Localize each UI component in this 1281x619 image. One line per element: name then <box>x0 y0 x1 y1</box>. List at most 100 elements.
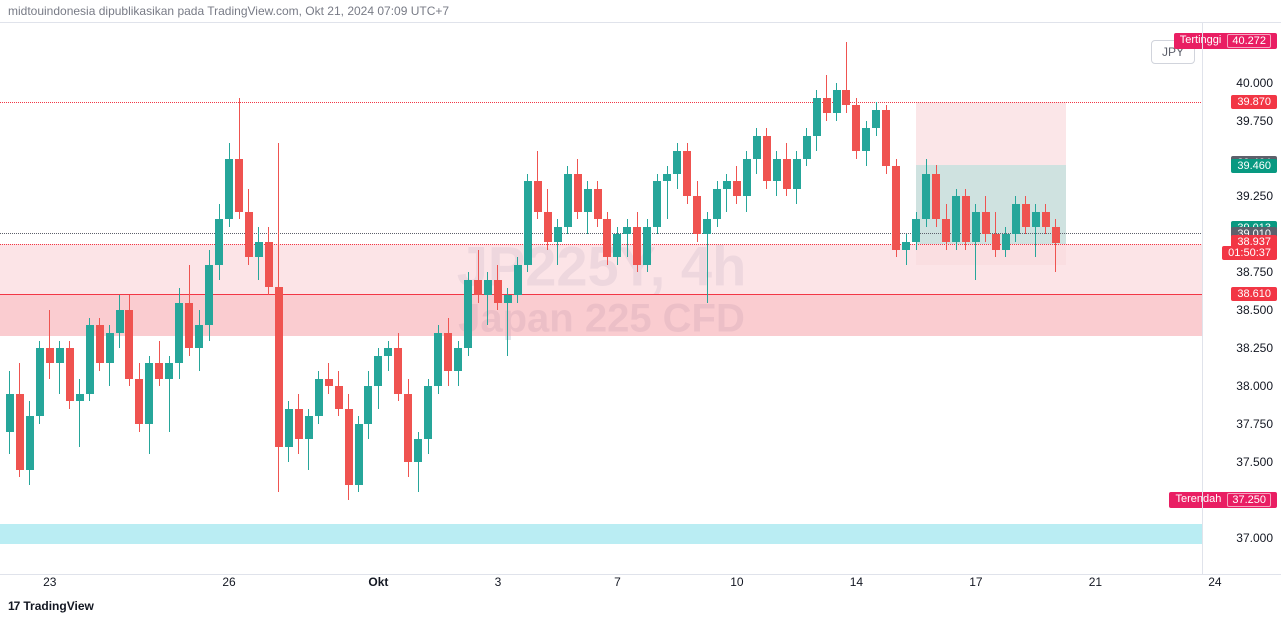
price-axis[interactable]: 37.00037.25037.50037.75038.00038.25038.5… <box>1203 22 1281 575</box>
y-tick: 37.500 <box>1236 455 1273 469</box>
y-tick: 37.750 <box>1236 417 1273 431</box>
y-tick: 39.250 <box>1236 189 1273 203</box>
x-tick: 7 <box>614 575 621 589</box>
candle <box>992 212 1000 258</box>
axis-tag: 01:50:37 <box>1222 246 1277 260</box>
axis-tag: 39.460 <box>1231 159 1277 173</box>
candle <box>653 174 661 235</box>
candle <box>404 379 412 478</box>
candle <box>594 181 602 227</box>
candle <box>862 121 870 167</box>
candle <box>434 325 442 393</box>
candle <box>325 363 333 393</box>
candle <box>1012 196 1020 242</box>
chart-plot[interactable]: JP225Y, 4h Japan 225 CFD <box>0 22 1203 575</box>
candle <box>235 98 243 219</box>
y-tick: 39.750 <box>1236 114 1273 128</box>
price-line <box>0 102 1203 103</box>
price-zone <box>0 524 1203 544</box>
candle <box>703 212 711 303</box>
axis-tag: 38.610 <box>1231 287 1277 301</box>
y-tick: 37.000 <box>1236 531 1273 545</box>
candle <box>892 159 900 258</box>
x-tick: 21 <box>1089 575 1102 589</box>
candle <box>982 196 990 242</box>
candle <box>623 219 631 257</box>
candle <box>106 325 114 386</box>
y-tick: 38.250 <box>1236 341 1273 355</box>
candle <box>902 234 910 264</box>
candle <box>16 363 24 477</box>
candle <box>155 341 163 387</box>
candle <box>793 151 801 204</box>
separator-right <box>1202 22 1203 575</box>
separator-top <box>0 22 1281 23</box>
candle <box>295 394 303 455</box>
candle <box>932 165 940 227</box>
candle <box>842 42 850 113</box>
candle <box>713 181 721 227</box>
candle <box>265 227 273 295</box>
candle <box>773 151 781 197</box>
publish-info: midtouindonesia dipublikasikan pada Trad… <box>8 4 449 18</box>
candle <box>315 371 323 424</box>
candle <box>66 341 74 409</box>
candle <box>335 371 343 417</box>
candle <box>683 143 691 204</box>
candle <box>36 341 44 424</box>
candle <box>6 371 14 454</box>
candle <box>195 310 203 371</box>
candle <box>414 432 422 493</box>
candle <box>86 318 94 401</box>
y-tick: 38.000 <box>1236 379 1273 393</box>
candle <box>26 401 34 484</box>
candle <box>285 401 293 462</box>
time-axis[interactable]: 2326Okt37101417212428 <box>0 575 1203 593</box>
tv-logo-icon: 17 <box>8 599 19 613</box>
candle <box>1052 219 1060 272</box>
candle <box>374 348 382 409</box>
candle <box>942 204 950 250</box>
tradingview-logo[interactable]: 17 TradingView <box>8 599 94 613</box>
candle <box>673 143 681 189</box>
candle <box>135 363 143 431</box>
candle <box>175 288 183 379</box>
candle <box>145 356 153 455</box>
candle <box>603 212 611 265</box>
axis-tag-terendah: Terendah37.250 <box>1169 492 1277 508</box>
candle <box>733 166 741 204</box>
candle <box>743 151 751 212</box>
y-tick: 38.750 <box>1236 265 1273 279</box>
candle <box>852 98 860 159</box>
candle <box>872 102 880 135</box>
candle <box>643 219 651 272</box>
candle <box>962 189 970 250</box>
x-tick: 17 <box>969 575 982 589</box>
candle <box>693 181 701 242</box>
candle <box>613 227 621 265</box>
candle <box>444 318 452 386</box>
candle <box>125 295 133 386</box>
candle <box>1002 227 1010 257</box>
candle <box>484 272 492 325</box>
candle <box>76 379 84 447</box>
candle <box>1032 204 1040 257</box>
candle <box>584 181 592 234</box>
candle <box>504 288 512 356</box>
candle <box>803 128 811 166</box>
x-tick: 24 <box>1208 575 1221 589</box>
separator-bottom <box>0 574 1281 575</box>
candle <box>574 159 582 220</box>
candle <box>663 166 671 219</box>
candle <box>783 143 791 196</box>
candle <box>355 416 363 492</box>
candle <box>96 318 104 371</box>
candle <box>165 356 173 432</box>
candle <box>305 409 313 470</box>
candle <box>1022 196 1030 234</box>
candle <box>454 341 462 387</box>
candle <box>46 310 54 378</box>
candle <box>424 379 432 455</box>
x-tick: 23 <box>43 575 56 589</box>
x-tick: Okt <box>368 575 388 589</box>
